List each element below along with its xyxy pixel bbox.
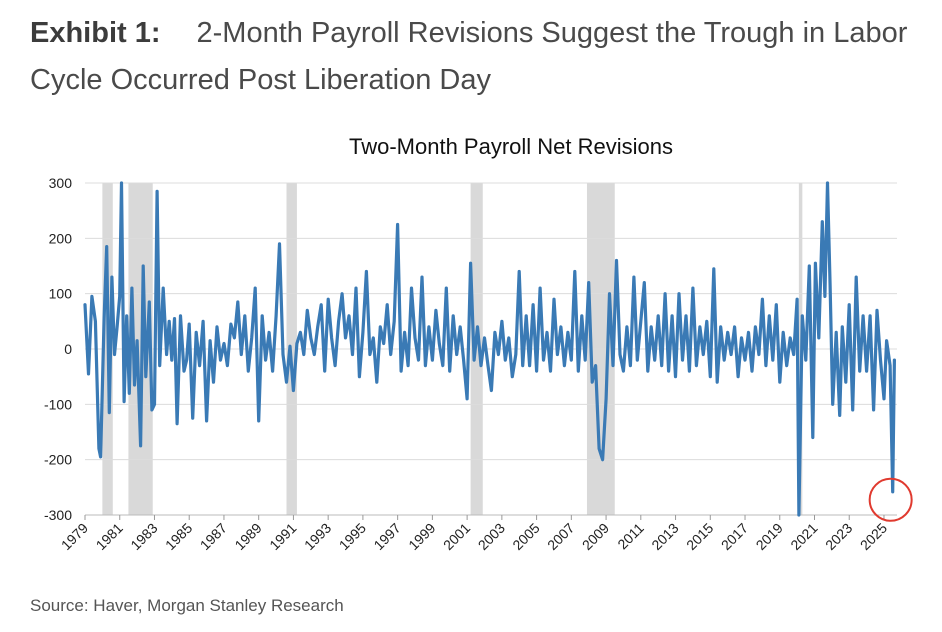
x-tick-label: 2003 — [475, 520, 508, 553]
x-tick-label: 2011 — [614, 520, 647, 553]
x-tick-label: 1987 — [197, 520, 230, 553]
chart-title: Two-Month Payroll Net Revisions — [349, 134, 673, 159]
exhibit-title: 2-Month Payroll Revisions Suggest the Tr… — [30, 17, 908, 96]
x-tick-label: 1985 — [162, 520, 195, 553]
x-tick-label: 2001 — [440, 520, 473, 553]
x-tick-label: 1997 — [370, 520, 403, 553]
x-tick-label: 2023 — [822, 520, 855, 553]
source-note: Source: Haver, Morgan Stanley Research — [30, 596, 344, 615]
x-tick-label: 2013 — [648, 520, 681, 553]
exhibit-label: Exhibit 1: — [30, 17, 161, 49]
x-tick-label: 2005 — [509, 520, 542, 553]
x-tick-label: 2015 — [683, 520, 716, 553]
x-tick-label: 1989 — [231, 520, 264, 553]
x-tick-label: 2021 — [787, 520, 820, 553]
x-tick-label: 1995 — [336, 520, 369, 553]
y-tick-label: -200 — [44, 452, 72, 468]
x-tick-label: 2009 — [579, 520, 612, 553]
x-tick-label: 2017 — [718, 520, 751, 553]
x-tick-label: 2019 — [753, 520, 786, 553]
y-tick-label: -300 — [44, 507, 72, 523]
y-tick-label: -100 — [44, 396, 72, 412]
highlight-circle — [868, 477, 913, 522]
x-tick-label: 2025 — [857, 520, 890, 553]
x-tick-label: 1983 — [127, 520, 160, 553]
y-tick-label: 0 — [64, 341, 72, 357]
x-tick-label: 1991 — [266, 520, 299, 553]
x-tick-label: 1999 — [405, 520, 438, 553]
y-tick-label: 100 — [49, 286, 73, 302]
x-tick-label: 2007 — [544, 520, 577, 553]
x-tick-label: 1979 — [58, 520, 91, 553]
y-tick-label: 300 — [49, 175, 73, 191]
exhibit-heading: Exhibit 1: 2-Month Payroll Revisions Sugg… — [30, 10, 930, 104]
x-tick-label: 1981 — [93, 520, 126, 553]
y-tick-label: 200 — [49, 230, 73, 246]
x-tick-label: 1993 — [301, 520, 334, 553]
series-line-0 — [83, 181, 896, 517]
